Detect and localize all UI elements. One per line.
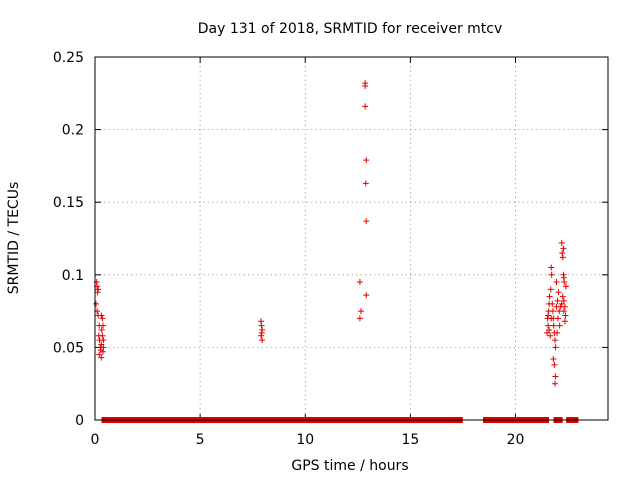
data-point: [552, 380, 559, 387]
data-point: [100, 337, 107, 344]
data-point: [545, 312, 552, 319]
data-point: [363, 218, 370, 225]
grid-lines: [95, 57, 608, 420]
data-point: [554, 315, 561, 322]
data-point: [549, 308, 556, 315]
plot-frame: [94, 56, 609, 421]
y-tick-label: 0: [75, 413, 84, 429]
data-point: [558, 239, 565, 246]
data-point: [559, 293, 566, 300]
y-tick-label: 0.25: [53, 50, 84, 66]
y-tick-label: 0.2: [62, 123, 84, 139]
data-point: [560, 245, 567, 252]
data-point: [95, 286, 102, 293]
data-point: [552, 344, 559, 351]
data-point: [552, 373, 559, 380]
data-point: [560, 271, 567, 278]
data-point: [547, 332, 554, 339]
data-point: [545, 322, 552, 329]
data-point: [363, 157, 370, 164]
data-point: [559, 254, 566, 261]
data-points: [93, 80, 569, 387]
data-point: [99, 322, 106, 329]
data-point: [558, 300, 565, 307]
data-point: [551, 361, 558, 368]
data-point: [559, 250, 566, 257]
y-tick-label: 0.15: [53, 195, 84, 211]
data-point: [549, 300, 556, 307]
data-point: [546, 293, 553, 300]
data-point: [363, 292, 370, 299]
data-point: [98, 354, 105, 361]
data-point: [553, 279, 560, 286]
data-point: [557, 303, 564, 310]
data-point: [362, 103, 369, 110]
x-tick-label: 5: [196, 432, 205, 448]
x-tick-label: 20: [507, 432, 525, 448]
data-point: [555, 289, 562, 296]
data-point: [357, 308, 364, 315]
data-point: [99, 332, 106, 339]
tick-labels: 0 5 10 15 20 0 0.05 0.1 0.15 0.2 0.25: [53, 50, 525, 448]
data-point: [550, 322, 557, 329]
data-point: [259, 337, 266, 344]
y-tick-label: 0.05: [53, 340, 84, 356]
data-point: [561, 318, 568, 325]
data-point: [362, 83, 369, 90]
data-point: [552, 337, 559, 344]
data-point: [99, 315, 106, 322]
data-point: [99, 348, 106, 355]
data-point: [547, 286, 554, 293]
data-point: [356, 315, 363, 322]
y-axis-label: SRMTID / TECUs: [6, 182, 22, 295]
data-point: [562, 312, 569, 319]
data-point: [98, 326, 105, 333]
data-point: [556, 322, 563, 329]
data-point: [560, 308, 567, 315]
data-point: [562, 283, 569, 290]
data-point: [561, 279, 568, 286]
data-point: [93, 300, 100, 307]
data-point: [554, 297, 561, 304]
data-point: [362, 180, 369, 187]
x-tick-label: 0: [91, 432, 100, 448]
data-point: [550, 356, 557, 363]
data-point: [258, 329, 265, 336]
data-point: [98, 312, 105, 319]
data-point: [548, 264, 555, 271]
x-tick-label: 15: [401, 432, 419, 448]
data-point: [258, 332, 265, 339]
x-axis-label: GPS time / hours: [291, 458, 408, 474]
data-point: [94, 289, 101, 296]
data-point: [548, 315, 555, 322]
data-point: [258, 322, 265, 329]
data-point: [546, 326, 553, 333]
chart-title: Day 131 of 2018, SRMTID for receiver mtc…: [198, 21, 503, 37]
data-point: [356, 279, 363, 286]
data-point: [548, 271, 555, 278]
data-point: [554, 329, 561, 336]
y-tick-label: 0.1: [62, 268, 84, 284]
x-tick-label: 10: [296, 432, 314, 448]
